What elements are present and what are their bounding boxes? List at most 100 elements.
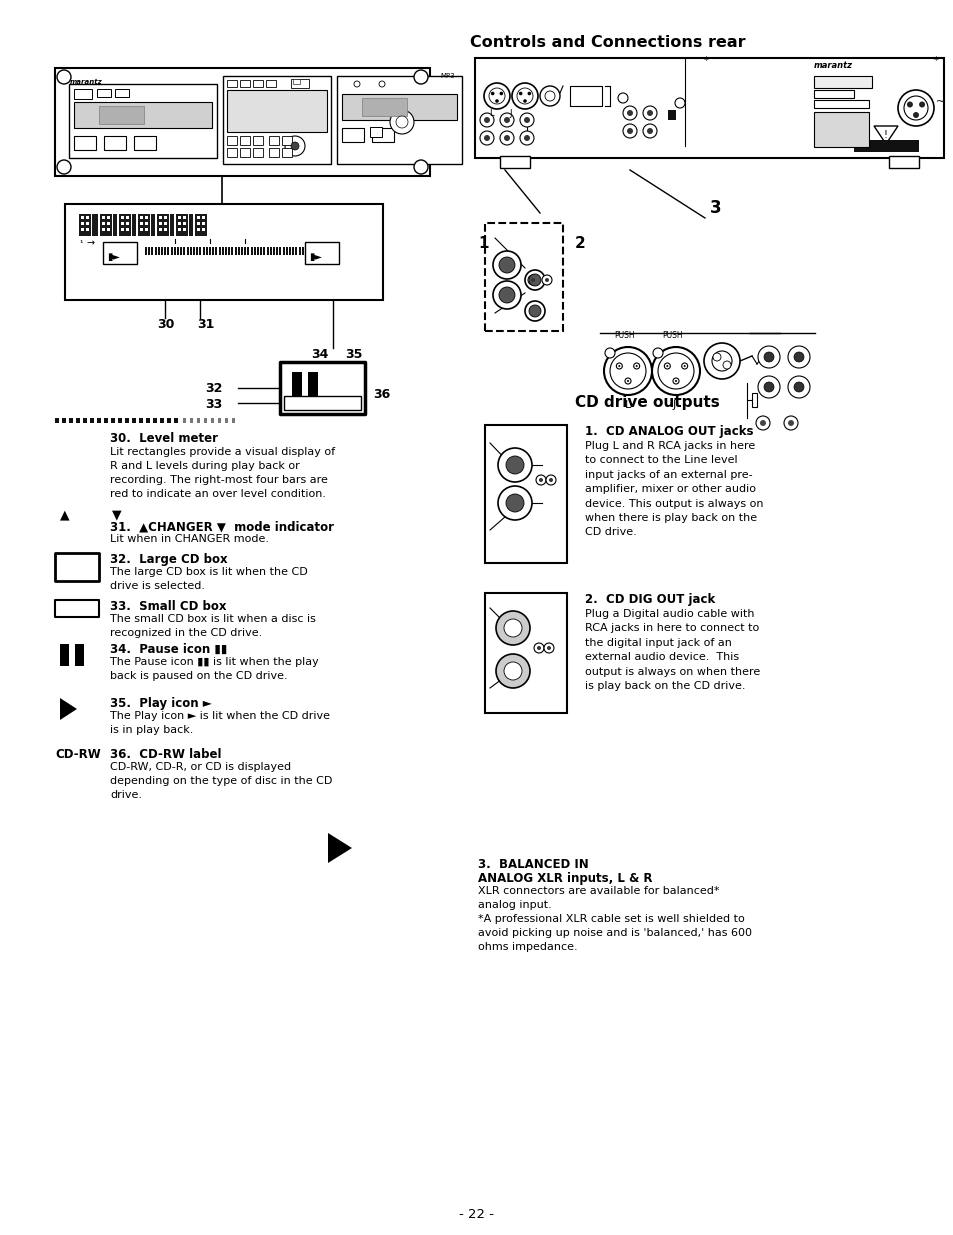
Bar xyxy=(145,247,147,254)
Text: 36: 36 xyxy=(373,388,390,401)
Bar xyxy=(260,247,262,254)
Bar xyxy=(83,417,87,424)
Circle shape xyxy=(512,83,537,109)
Text: 33: 33 xyxy=(205,398,222,411)
Text: PUSH: PUSH xyxy=(661,331,682,340)
Bar xyxy=(132,417,136,424)
Bar xyxy=(308,247,310,254)
Circle shape xyxy=(499,131,514,144)
Bar xyxy=(308,372,317,403)
Text: ▼: ▼ xyxy=(112,508,121,521)
Bar xyxy=(569,86,601,106)
Circle shape xyxy=(354,82,359,86)
Circle shape xyxy=(604,348,615,358)
Text: 35.  Play icon ►: 35. Play icon ► xyxy=(110,697,212,710)
Circle shape xyxy=(536,475,545,485)
Bar xyxy=(202,222,205,225)
Bar xyxy=(171,247,172,254)
Bar xyxy=(170,214,173,236)
Bar xyxy=(301,247,303,254)
Circle shape xyxy=(652,348,662,358)
Bar xyxy=(102,228,105,231)
Bar xyxy=(86,228,89,231)
Circle shape xyxy=(616,363,621,369)
Bar xyxy=(813,77,871,88)
Text: 32: 32 xyxy=(205,382,222,395)
Bar xyxy=(209,247,211,254)
Circle shape xyxy=(618,93,627,103)
Bar xyxy=(107,228,110,231)
Bar xyxy=(196,247,198,254)
Circle shape xyxy=(683,366,685,367)
Circle shape xyxy=(496,611,530,645)
Bar xyxy=(173,417,178,424)
Circle shape xyxy=(499,91,502,95)
Circle shape xyxy=(712,353,720,361)
Bar xyxy=(151,214,154,236)
Text: Controls and Connections rear: Controls and Connections rear xyxy=(470,35,745,49)
Circle shape xyxy=(491,91,494,95)
Circle shape xyxy=(711,351,731,370)
Circle shape xyxy=(498,257,515,273)
Bar xyxy=(152,417,157,424)
Circle shape xyxy=(646,128,652,135)
Bar xyxy=(81,228,84,231)
Bar xyxy=(202,216,205,219)
Polygon shape xyxy=(873,126,897,144)
Bar xyxy=(178,228,181,231)
Circle shape xyxy=(524,270,544,290)
Text: !: ! xyxy=(883,130,887,140)
Circle shape xyxy=(672,378,679,384)
Bar xyxy=(152,247,153,254)
Bar xyxy=(228,247,230,254)
Circle shape xyxy=(503,117,510,124)
Bar xyxy=(253,247,255,254)
Bar xyxy=(202,228,205,231)
Bar xyxy=(206,247,208,254)
Bar xyxy=(146,417,150,424)
Bar xyxy=(218,417,221,424)
Bar xyxy=(60,643,69,666)
Bar xyxy=(888,156,918,168)
Bar xyxy=(119,214,131,236)
Bar xyxy=(140,222,143,225)
Circle shape xyxy=(529,305,540,317)
Circle shape xyxy=(897,90,933,126)
Bar xyxy=(148,247,150,254)
Bar xyxy=(253,148,263,157)
FancyBboxPatch shape xyxy=(484,425,566,563)
Text: - 22 -: - 22 - xyxy=(459,1208,494,1221)
Bar xyxy=(138,214,150,236)
Bar xyxy=(256,247,258,254)
Bar xyxy=(132,214,136,236)
Bar xyxy=(372,128,394,142)
Bar xyxy=(341,94,456,120)
Text: 1.  CD ANALOG OUT jacks: 1. CD ANALOG OUT jacks xyxy=(584,425,753,438)
FancyBboxPatch shape xyxy=(484,593,566,713)
Bar xyxy=(234,247,236,254)
Bar xyxy=(475,58,943,158)
Bar xyxy=(145,216,148,219)
Bar xyxy=(282,136,292,144)
Text: 3: 3 xyxy=(709,199,720,217)
Bar xyxy=(298,247,300,254)
Text: 1: 1 xyxy=(477,236,488,251)
Circle shape xyxy=(675,98,684,107)
Circle shape xyxy=(523,135,530,141)
Text: ANALOG XLR inputs, L & R: ANALOG XLR inputs, L & R xyxy=(477,872,652,885)
Bar xyxy=(97,417,101,424)
Bar xyxy=(813,100,868,107)
Text: marantz: marantz xyxy=(70,79,103,85)
Bar xyxy=(499,156,530,168)
Bar xyxy=(55,417,59,424)
Bar xyxy=(266,247,269,254)
Text: 2.  CD DIG OUT jack: 2. CD DIG OUT jack xyxy=(584,593,715,606)
Bar xyxy=(125,417,129,424)
Bar xyxy=(65,204,382,300)
Circle shape xyxy=(760,420,765,426)
Bar xyxy=(284,396,360,410)
Bar xyxy=(204,417,207,424)
Circle shape xyxy=(912,112,918,119)
Bar xyxy=(177,247,179,254)
Bar xyxy=(154,247,156,254)
